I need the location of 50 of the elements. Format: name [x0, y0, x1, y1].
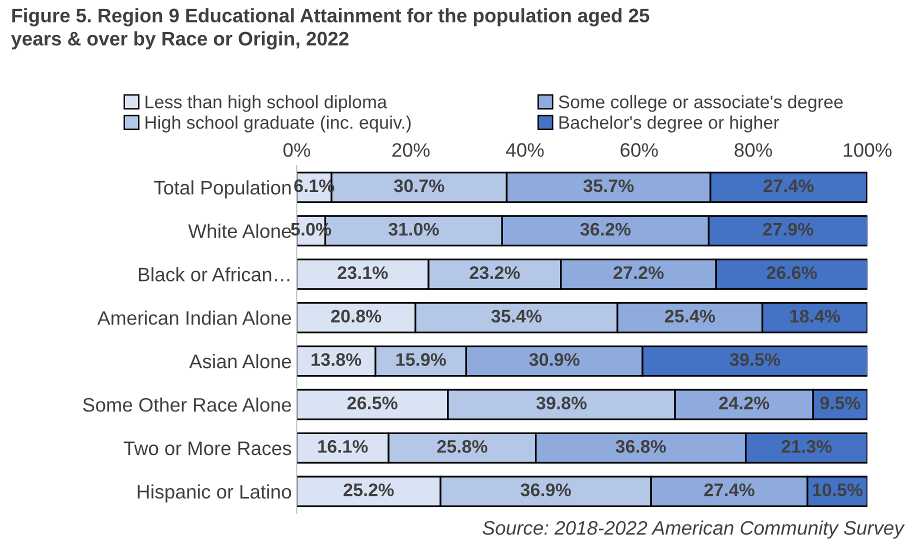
x-tick-label: 40%: [506, 143, 544, 157]
x-tick-label: 80%: [734, 143, 772, 157]
legend-label: Less than high school diploma: [146, 95, 388, 112]
data-label: 35.7%: [583, 179, 634, 192]
data-label: 15.9%: [396, 353, 446, 366]
data-label: 26.5%: [347, 396, 398, 410]
data-label: 25.4%: [664, 310, 716, 322]
legend-label: High school graduate (inc. equiv.): [146, 116, 411, 132]
legend-label: Some college or associate's degree: [558, 95, 843, 112]
data-label: 23.2%: [470, 266, 520, 280]
data-label: 36.9%: [520, 483, 571, 496]
data-label: 26.6%: [766, 266, 817, 280]
legend-label: Bachelor's degree or higher: [560, 116, 779, 132]
data-label: 31.0%: [388, 222, 439, 236]
data-label: 36.2%: [580, 222, 631, 236]
x-tick-label: 60%: [620, 143, 658, 157]
data-label: 16.1%: [318, 440, 368, 453]
chart-title: Figure 5. Region 9 Educational Attainment for the population aged 25 years & over by Race or Origin, 2022: [11, 8, 650, 50]
y-tick-label: Two or More Races: [124, 442, 292, 456]
data-label: 25.8%: [437, 440, 488, 453]
y-tick-label: Some Other Race Alone: [83, 397, 292, 412]
data-label: 20.8%: [331, 310, 382, 322]
data-label: 27.9%: [763, 222, 814, 236]
x-tick-label: 100%: [844, 143, 892, 157]
data-label: 25.2%: [344, 483, 394, 496]
data-label: 27.2%: [614, 266, 664, 280]
data-label: 39.8%: [536, 396, 587, 410]
y-tick-label: Asian Alone: [189, 354, 292, 368]
data-label: 13.8%: [312, 353, 362, 366]
x-tick-label: 20%: [392, 143, 430, 157]
y-tick-label: American Indian Alone: [97, 310, 292, 325]
y-tick-label: Black or African…: [138, 267, 290, 282]
y-tick-label: White Alone: [188, 224, 292, 238]
data-label: 35.4%: [491, 310, 542, 323]
data-label: 27.4%: [764, 179, 814, 192]
data-label: 10.5%: [812, 483, 863, 496]
data-label: 30.7%: [394, 179, 444, 192]
data-label: 9.5%: [820, 396, 860, 410]
data-label: 36.8%: [616, 440, 666, 453]
data-label: 21.3%: [782, 440, 832, 453]
data-label: 18.4%: [790, 310, 840, 322]
data-label: 39.5%: [730, 353, 780, 366]
data-label: 27.4%: [704, 483, 754, 496]
y-tick-label: Total Population: [154, 180, 291, 198]
data-label: 30.9%: [529, 353, 580, 366]
y-tick-label: Hispanic or Latino: [138, 484, 292, 502]
source-note: Source: 2018-2022 American Community Survey: [482, 520, 905, 539]
x-tick-label: 0%: [283, 143, 310, 157]
data-label: 23.1%: [338, 266, 388, 280]
data-label: 24.2%: [719, 396, 770, 410]
